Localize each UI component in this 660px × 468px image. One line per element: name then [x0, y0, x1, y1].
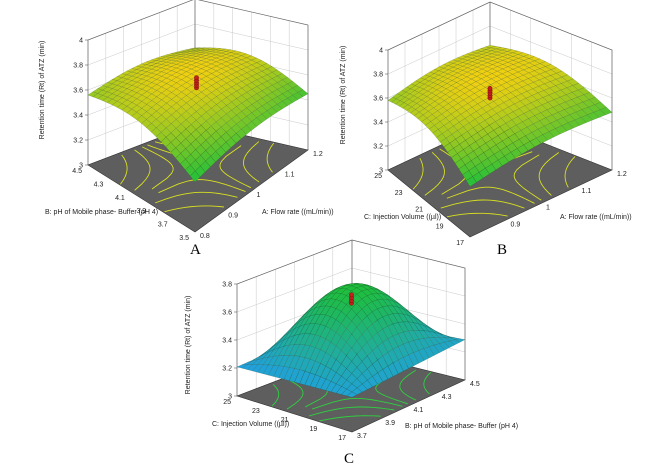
z-axis: 3 3.2 3.4 3.6 3.8 4 Retention time (Rt) of ATZ…	[340, 46, 388, 175]
y-tick-label: 21	[281, 417, 289, 424]
z-tick-label: 3.6	[222, 310, 232, 317]
z-tick-label: 3	[79, 163, 83, 170]
y-tick-label: 3.7	[158, 222, 168, 229]
z-axis-label: Retention time (Rt) of ATZ (min)	[185, 296, 192, 395]
z-tick-label: 4	[379, 48, 383, 55]
z-axis-label: Retention time (Rt) of ATZ (min)	[39, 41, 46, 140]
contour-floor	[387, 121, 613, 238]
x-tick-label: 3.9	[385, 420, 395, 427]
z-tick-label: 4	[79, 38, 83, 45]
y-tick-label: 17	[456, 240, 464, 247]
x-axis: 0.8 0.9 1 1.1 1.2 A: Flow rate ((mL/min))	[200, 151, 334, 240]
z-tick-label: 3	[379, 168, 383, 175]
z-tick-label: 3.2	[222, 366, 232, 373]
z-tick-label: 3.2	[73, 138, 83, 145]
surface-plot-a: 3 3.2 3.4 3.6 3.8 4 Retention time (Rt) of ATZ…	[39, 0, 334, 242]
y-axis: 17 19 21 23 25 C: Injection Volume ((µl))	[364, 173, 464, 247]
z-tick-label: 3.2	[373, 144, 383, 151]
response-surface	[387, 45, 613, 187]
z-tick-label: 3.8	[222, 282, 232, 289]
y-tick-label: 25	[374, 173, 382, 180]
panel-label-b: B	[497, 242, 507, 258]
x-axis-label: A: Flow rate ((mL/min))	[560, 214, 632, 221]
y-axis-label: C: Injection Volume ((µl))	[364, 214, 441, 221]
z-tick-label: 3.4	[222, 338, 232, 345]
x-axis-label: B: pH of Mobile phase- Buffer (pH 4)	[405, 423, 518, 430]
y-tick-label: 3.5	[179, 235, 189, 242]
z-axis-label: Retention time (Rt) of ATZ (min)	[340, 46, 347, 145]
z-tick-label: 3.6	[73, 88, 83, 95]
x-tick-label: 1	[257, 192, 261, 199]
surface-plot-b: 3 3.2 3.4 3.6 3.8 4 Retention time (Rt) of ATZ…	[340, 1, 632, 247]
x-axis: 3.7 3.9 4.1 4.3 4.5 B: pH of Mobile phase- Bu…	[357, 381, 518, 440]
y-axis: 17 19 21 23 25 C: Injection Volume ((µl))	[212, 399, 346, 442]
z-tick-label: 3.8	[73, 63, 83, 70]
x-tick-label: 1.1	[582, 188, 592, 195]
z-tick-label: 3.6	[373, 96, 383, 103]
z-axis: 3 3.2 3.4 3.6 3.8 Retention time (Rt) of ATZ …	[185, 282, 237, 401]
y-tick-label: 19	[309, 426, 317, 433]
design-points	[194, 75, 199, 91]
panel-label-c: C	[344, 451, 354, 467]
y-tick-label: 23	[395, 190, 403, 197]
design-points	[487, 85, 493, 101]
y-tick-label: 4.1	[115, 195, 125, 202]
x-tick-label: 1	[546, 205, 550, 212]
response-surface	[236, 283, 466, 398]
design-points	[349, 292, 354, 306]
y-tick-label: 19	[436, 223, 444, 230]
y-axis-label: B: pH of Mobile phase- Buffer (pH 4)	[45, 209, 158, 216]
panel-label-a: A	[190, 242, 201, 258]
x-tick-label: 1.1	[285, 172, 295, 179]
x-axis-label: A: Flow rate ((mL/min))	[262, 209, 334, 216]
y-tick-label: 4.5	[72, 168, 82, 175]
y-axis: 3.5 3.7 3.9 4.1 4.3 4.5 B: pH of Mobile phase-…	[45, 168, 189, 242]
response-surface	[87, 47, 309, 183]
x-tick-label: 1.2	[313, 151, 323, 158]
y-tick-label: 23	[252, 408, 260, 415]
x-tick-label: 0.9	[511, 221, 521, 228]
z-tick-label: 3.4	[73, 113, 83, 120]
x-tick-label: 0.9	[228, 213, 238, 220]
design-point	[194, 75, 199, 81]
z-tick-label: 3	[228, 394, 232, 401]
x-tick-label: 4.5	[470, 381, 480, 388]
z-tick-label: 3.8	[373, 72, 383, 79]
z-axis: 3 3.2 3.4 3.6 3.8 4 Retention time (Rt) of ATZ…	[39, 38, 88, 170]
x-tick-label: 0.8	[200, 233, 210, 240]
x-tick-label: 4.3	[442, 394, 452, 401]
z-tick-label: 3.4	[373, 120, 383, 127]
design-point	[349, 292, 354, 298]
y-axis-label: C: Injection Volume ((µl))	[212, 421, 289, 428]
y-tick-label: 25	[223, 399, 231, 406]
y-tick-label: 3.9	[136, 208, 146, 215]
y-tick-label: 21	[415, 207, 423, 214]
x-axis: 0.9 1 1.1 1.2 A: Flow rate ((mL/min))	[511, 171, 632, 228]
y-tick-label: 4.3	[94, 181, 104, 188]
surface-plot-c: 3 3.2 3.4 3.6 3.8 Retention time (Rt) of ATZ …	[185, 239, 518, 442]
x-tick-label: 3.7	[357, 433, 367, 440]
design-point	[487, 85, 493, 91]
y-tick-label: 17	[338, 435, 346, 442]
x-tick-label: 1.2	[617, 171, 627, 178]
x-tick-label: 4.1	[414, 407, 424, 414]
